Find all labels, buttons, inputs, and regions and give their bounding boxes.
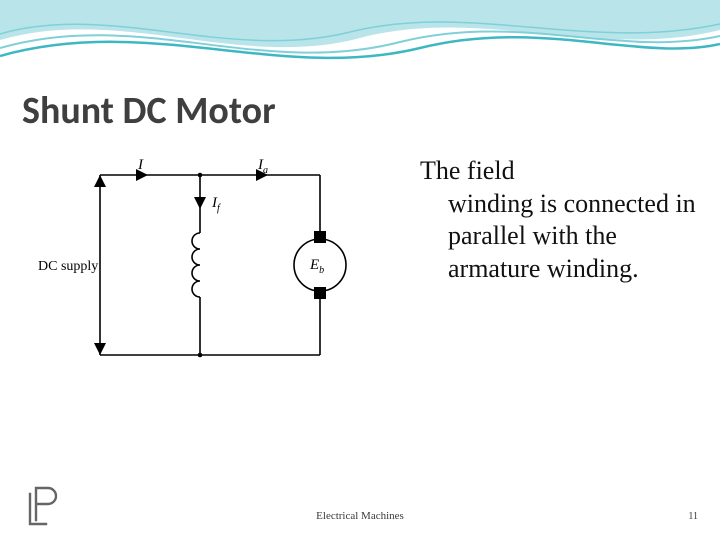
page-number: 11 [688, 511, 698, 522]
circuit-diagram: DC supply I Ia If Eb [30, 155, 390, 395]
circuit-wires [100, 175, 320, 355]
footer-label: Electrical Machines [316, 510, 404, 522]
body-first-line: The field [420, 155, 700, 188]
wave-svg [0, 0, 720, 85]
wave-header [0, 0, 720, 85]
body-rest: winding is connected in parallel with th… [420, 188, 700, 286]
current-I-label: I [137, 157, 144, 173]
page-title: Shunt DC Motor [22, 88, 276, 134]
current-If-label: If [211, 195, 221, 214]
field-winding-coil [192, 233, 200, 297]
body-paragraph: The field winding is connected in parall… [420, 155, 700, 285]
logo-icon [26, 482, 62, 526]
dc-supply-label: DC supply [38, 259, 98, 274]
